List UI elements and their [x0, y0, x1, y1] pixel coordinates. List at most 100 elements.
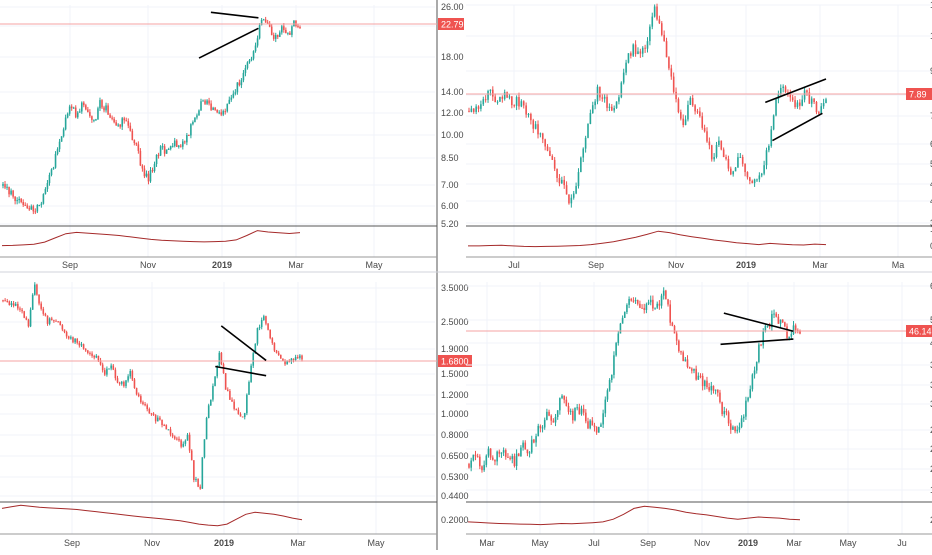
indicator-line [468, 230, 827, 248]
candle-body [82, 344, 85, 349]
x-tick-label: Mar [290, 538, 306, 548]
candle-body [54, 153, 57, 168]
candle-body [108, 368, 110, 370]
candle-body [762, 330, 765, 346]
candle-body [14, 303, 17, 306]
candle-body [580, 157, 582, 173]
candle-body [188, 134, 190, 136]
candle-body [127, 376, 129, 381]
candle-body [749, 177, 751, 181]
candle-body [620, 82, 623, 98]
x-tick-label: May [531, 538, 549, 548]
candle-body [738, 426, 741, 430]
candle-body [684, 119, 687, 126]
candle-body [799, 102, 801, 106]
y-tick-label: 44.00 [930, 338, 932, 348]
candle-body [186, 134, 188, 143]
candle-body [178, 438, 180, 441]
candle-body [773, 313, 775, 315]
candle-body [734, 167, 737, 172]
candle-body [509, 457, 511, 459]
candle-body [753, 370, 756, 375]
candle-body [216, 366, 218, 377]
candle-body [701, 116, 704, 128]
candle-body [572, 410, 574, 421]
candle-body [29, 309, 32, 327]
candle-body [239, 414, 242, 417]
candle-body [137, 394, 140, 397]
candle-body [789, 93, 792, 98]
candle-body [822, 103, 825, 107]
candle-body [87, 350, 89, 353]
candle-body [756, 179, 758, 181]
candle-body [595, 427, 598, 433]
candle-body [751, 180, 754, 184]
candle-body [250, 58, 253, 61]
candle-body [275, 350, 278, 353]
candle-body [484, 99, 487, 101]
candle-body [561, 395, 563, 399]
candle-body [93, 119, 95, 121]
candle-body [569, 410, 572, 412]
candle-body [474, 454, 477, 457]
candle-body [561, 179, 563, 184]
candle-body [559, 398, 561, 411]
candle-body [133, 140, 136, 144]
candle-body [513, 456, 516, 467]
candle-body [766, 325, 769, 327]
pattern-trendline-upper [723, 312, 794, 332]
y-tick-label: 26.00 [441, 2, 464, 12]
candle-body [667, 299, 669, 305]
indicator-tick-label: 1.0000 [930, 224, 932, 234]
y-tick-label: 6.00 [441, 201, 459, 211]
candle-body [660, 295, 663, 306]
candle-body [202, 100, 204, 102]
candle-body [55, 320, 57, 322]
candle-body [782, 86, 784, 88]
candle-body [62, 129, 65, 137]
y-tick-label: 21.00 [930, 464, 932, 474]
candle-body [184, 440, 187, 444]
candle-body [675, 91, 677, 100]
candle-body [691, 97, 694, 106]
candle-body [574, 407, 576, 421]
candle-body [299, 355, 301, 358]
candle-body [582, 408, 585, 413]
candle-body [507, 456, 509, 458]
candle-body [89, 112, 91, 117]
candle-body [264, 19, 267, 23]
candle-body [768, 145, 770, 151]
candle-body [687, 104, 689, 120]
candle-body [552, 420, 555, 423]
candle-body [34, 284, 36, 295]
candle-body [670, 68, 673, 77]
candle-body [40, 203, 43, 205]
candle-body [613, 108, 615, 111]
y-tick-label: 1.2000 [441, 390, 469, 400]
candle-body [131, 371, 134, 380]
candle-body [296, 356, 299, 358]
candle-body [105, 105, 107, 111]
candle-body [710, 145, 713, 160]
candle-body [618, 97, 620, 102]
candle-body [80, 344, 83, 346]
candle-body [556, 168, 558, 178]
candle-body [622, 72, 625, 83]
candle-body [502, 450, 505, 453]
candle-body [17, 303, 19, 309]
candle-body [171, 434, 174, 437]
candle-body [287, 32, 289, 34]
candle-body [171, 145, 174, 147]
candle-body [66, 113, 69, 118]
candle-body [228, 99, 231, 104]
candle-body [34, 211, 37, 213]
candle-body [482, 99, 485, 105]
candle-body [677, 99, 680, 113]
x-tick-label: Mar [288, 260, 304, 270]
candle-body [611, 106, 613, 111]
candle-body [739, 157, 742, 159]
candle-body [610, 374, 613, 381]
candle-body [72, 337, 74, 343]
candle-body [530, 114, 532, 121]
